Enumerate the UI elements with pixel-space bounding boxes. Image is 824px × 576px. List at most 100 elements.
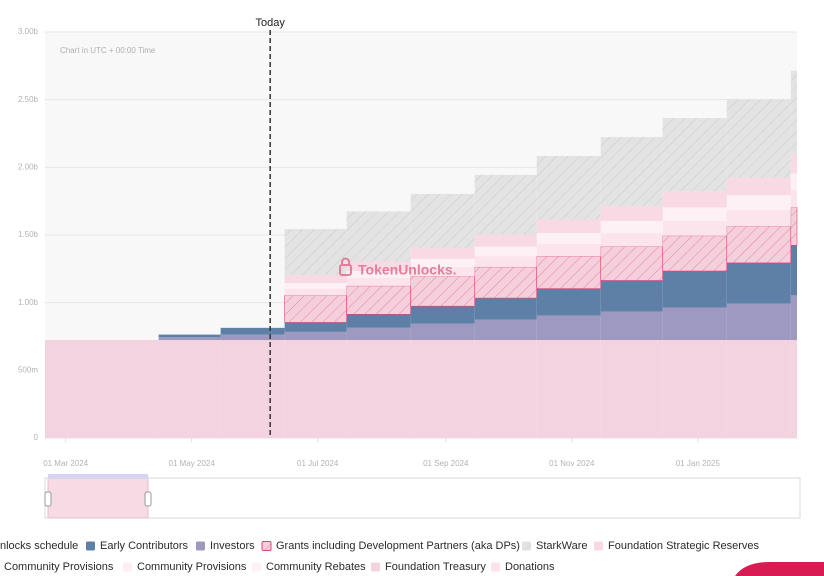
watermark-icon <box>341 257 350 265</box>
area-segment <box>600 280 663 312</box>
area-segment <box>536 233 601 244</box>
y-tick-label: 500m <box>18 365 38 374</box>
area-segment <box>410 258 475 267</box>
y-tick-label: 3.00b <box>18 27 39 36</box>
area-segment <box>474 319 537 341</box>
area-segment <box>536 315 601 341</box>
area-segment <box>346 211 411 262</box>
area-segment <box>726 195 791 211</box>
legend-item[interactable]: Foundation Strategic Reserves <box>594 540 760 552</box>
area-segment <box>600 137 663 207</box>
navigator[interactable] <box>44 474 801 519</box>
area-segment <box>410 276 476 307</box>
legend-item[interactable]: StarkWare <box>522 540 588 552</box>
area-segment <box>284 295 347 323</box>
legend-label: Community Provisions <box>4 561 114 573</box>
navigator-selection[interactable] <box>47 477 149 519</box>
legend-item[interactable]: Donations <box>491 561 555 573</box>
legend-label: Grants including Development Partners (a… <box>276 540 520 552</box>
area-segment <box>346 277 411 286</box>
today-marker: Today <box>256 17 286 438</box>
legend-item[interactable]: Community Provisions <box>123 561 247 573</box>
area-segment <box>474 298 537 320</box>
area-segment <box>726 340 791 438</box>
area-segment <box>600 246 664 281</box>
area-segment <box>662 207 727 221</box>
x-tick-label: 01 Jan 2025 <box>676 459 721 468</box>
area-segment <box>600 206 663 221</box>
legend-label: Donations <box>505 561 555 573</box>
area-segment <box>346 270 411 278</box>
area-segment <box>220 340 285 438</box>
axes: 0 500m 1.00b 1.50b 2.00b 2.50b 3.00b 01 Mar 202… <box>18 27 720 468</box>
area-segment <box>410 266 475 277</box>
legend-label: Community Rebates <box>266 561 366 573</box>
area-segment <box>536 288 601 316</box>
area-segment <box>474 174 537 235</box>
area-segment <box>410 193 475 248</box>
legend-swatch <box>86 541 95 551</box>
legend-item[interactable]: Community Provisions <box>0 561 114 573</box>
watermark-text: TokenUnlocks. <box>358 262 457 278</box>
legend-label: Early Contributors <box>100 540 189 552</box>
area-segment <box>536 155 601 220</box>
navigator-scrollbar[interactable] <box>48 474 148 479</box>
area-segment <box>600 220 663 234</box>
area-segment <box>662 270 727 308</box>
legend-label: Foundation Treasury <box>385 561 486 573</box>
area-segment <box>45 340 159 438</box>
today-label: Today <box>256 17 286 29</box>
area-segment <box>662 118 727 192</box>
area-segment <box>220 327 285 335</box>
area-segment <box>536 340 601 438</box>
area-segment <box>536 243 601 257</box>
x-tick-label: 01 May 2024 <box>169 459 216 468</box>
legend-swatch <box>196 541 205 551</box>
area-segment <box>474 256 537 267</box>
area-segment <box>726 177 791 196</box>
legend-swatch <box>123 562 132 572</box>
navigator-handle[interactable] <box>44 491 52 507</box>
area-segment <box>346 314 411 328</box>
navigator-handle[interactable] <box>144 491 152 507</box>
area-segment <box>726 99 791 178</box>
area-segment <box>790 245 797 296</box>
area-segment <box>726 262 791 304</box>
areas <box>45 70 798 438</box>
area-segment <box>284 331 347 341</box>
legend-swatch <box>594 541 603 551</box>
corner-button[interactable] <box>735 562 824 576</box>
area-segment <box>410 340 475 438</box>
area-segment <box>600 340 663 438</box>
x-tick-label: 01 Jul 2024 <box>297 459 339 468</box>
area-segment <box>284 229 347 276</box>
area-segment <box>410 306 475 324</box>
area-segment <box>790 154 797 174</box>
area-segment <box>790 189 797 208</box>
legend-item[interactable]: Early Contributors <box>86 540 189 552</box>
legend-item[interactable]: Foundation Treasury <box>371 561 486 573</box>
chart-note: Chart in UTC + 00:00 Time <box>60 46 156 55</box>
area-segment <box>284 283 347 289</box>
area-segment <box>346 261 411 271</box>
legend-title: nlocks schedule <box>0 540 78 552</box>
area-segment <box>284 322 347 332</box>
area-segment <box>474 266 537 299</box>
y-tick-label: 2.50b <box>18 95 39 104</box>
area-segment <box>536 219 601 234</box>
x-tick-label: 01 Nov 2024 <box>549 459 595 468</box>
legend-item[interactable]: Investors <box>196 540 255 552</box>
area-segment <box>474 340 537 438</box>
area-segment <box>284 340 347 438</box>
area-segment <box>474 234 537 247</box>
area-segment <box>790 70 797 155</box>
watermark: TokenUnlocks. <box>339 257 457 278</box>
x-tick-label: 01 Sep 2024 <box>423 459 469 468</box>
area-segment <box>790 173 797 190</box>
legend-item[interactable]: Community Rebates <box>252 561 366 573</box>
area-segment <box>662 340 727 438</box>
legend-item[interactable]: Grants including Development Partners (a… <box>261 540 520 552</box>
area-segment <box>346 285 411 315</box>
area-segment <box>662 235 728 272</box>
